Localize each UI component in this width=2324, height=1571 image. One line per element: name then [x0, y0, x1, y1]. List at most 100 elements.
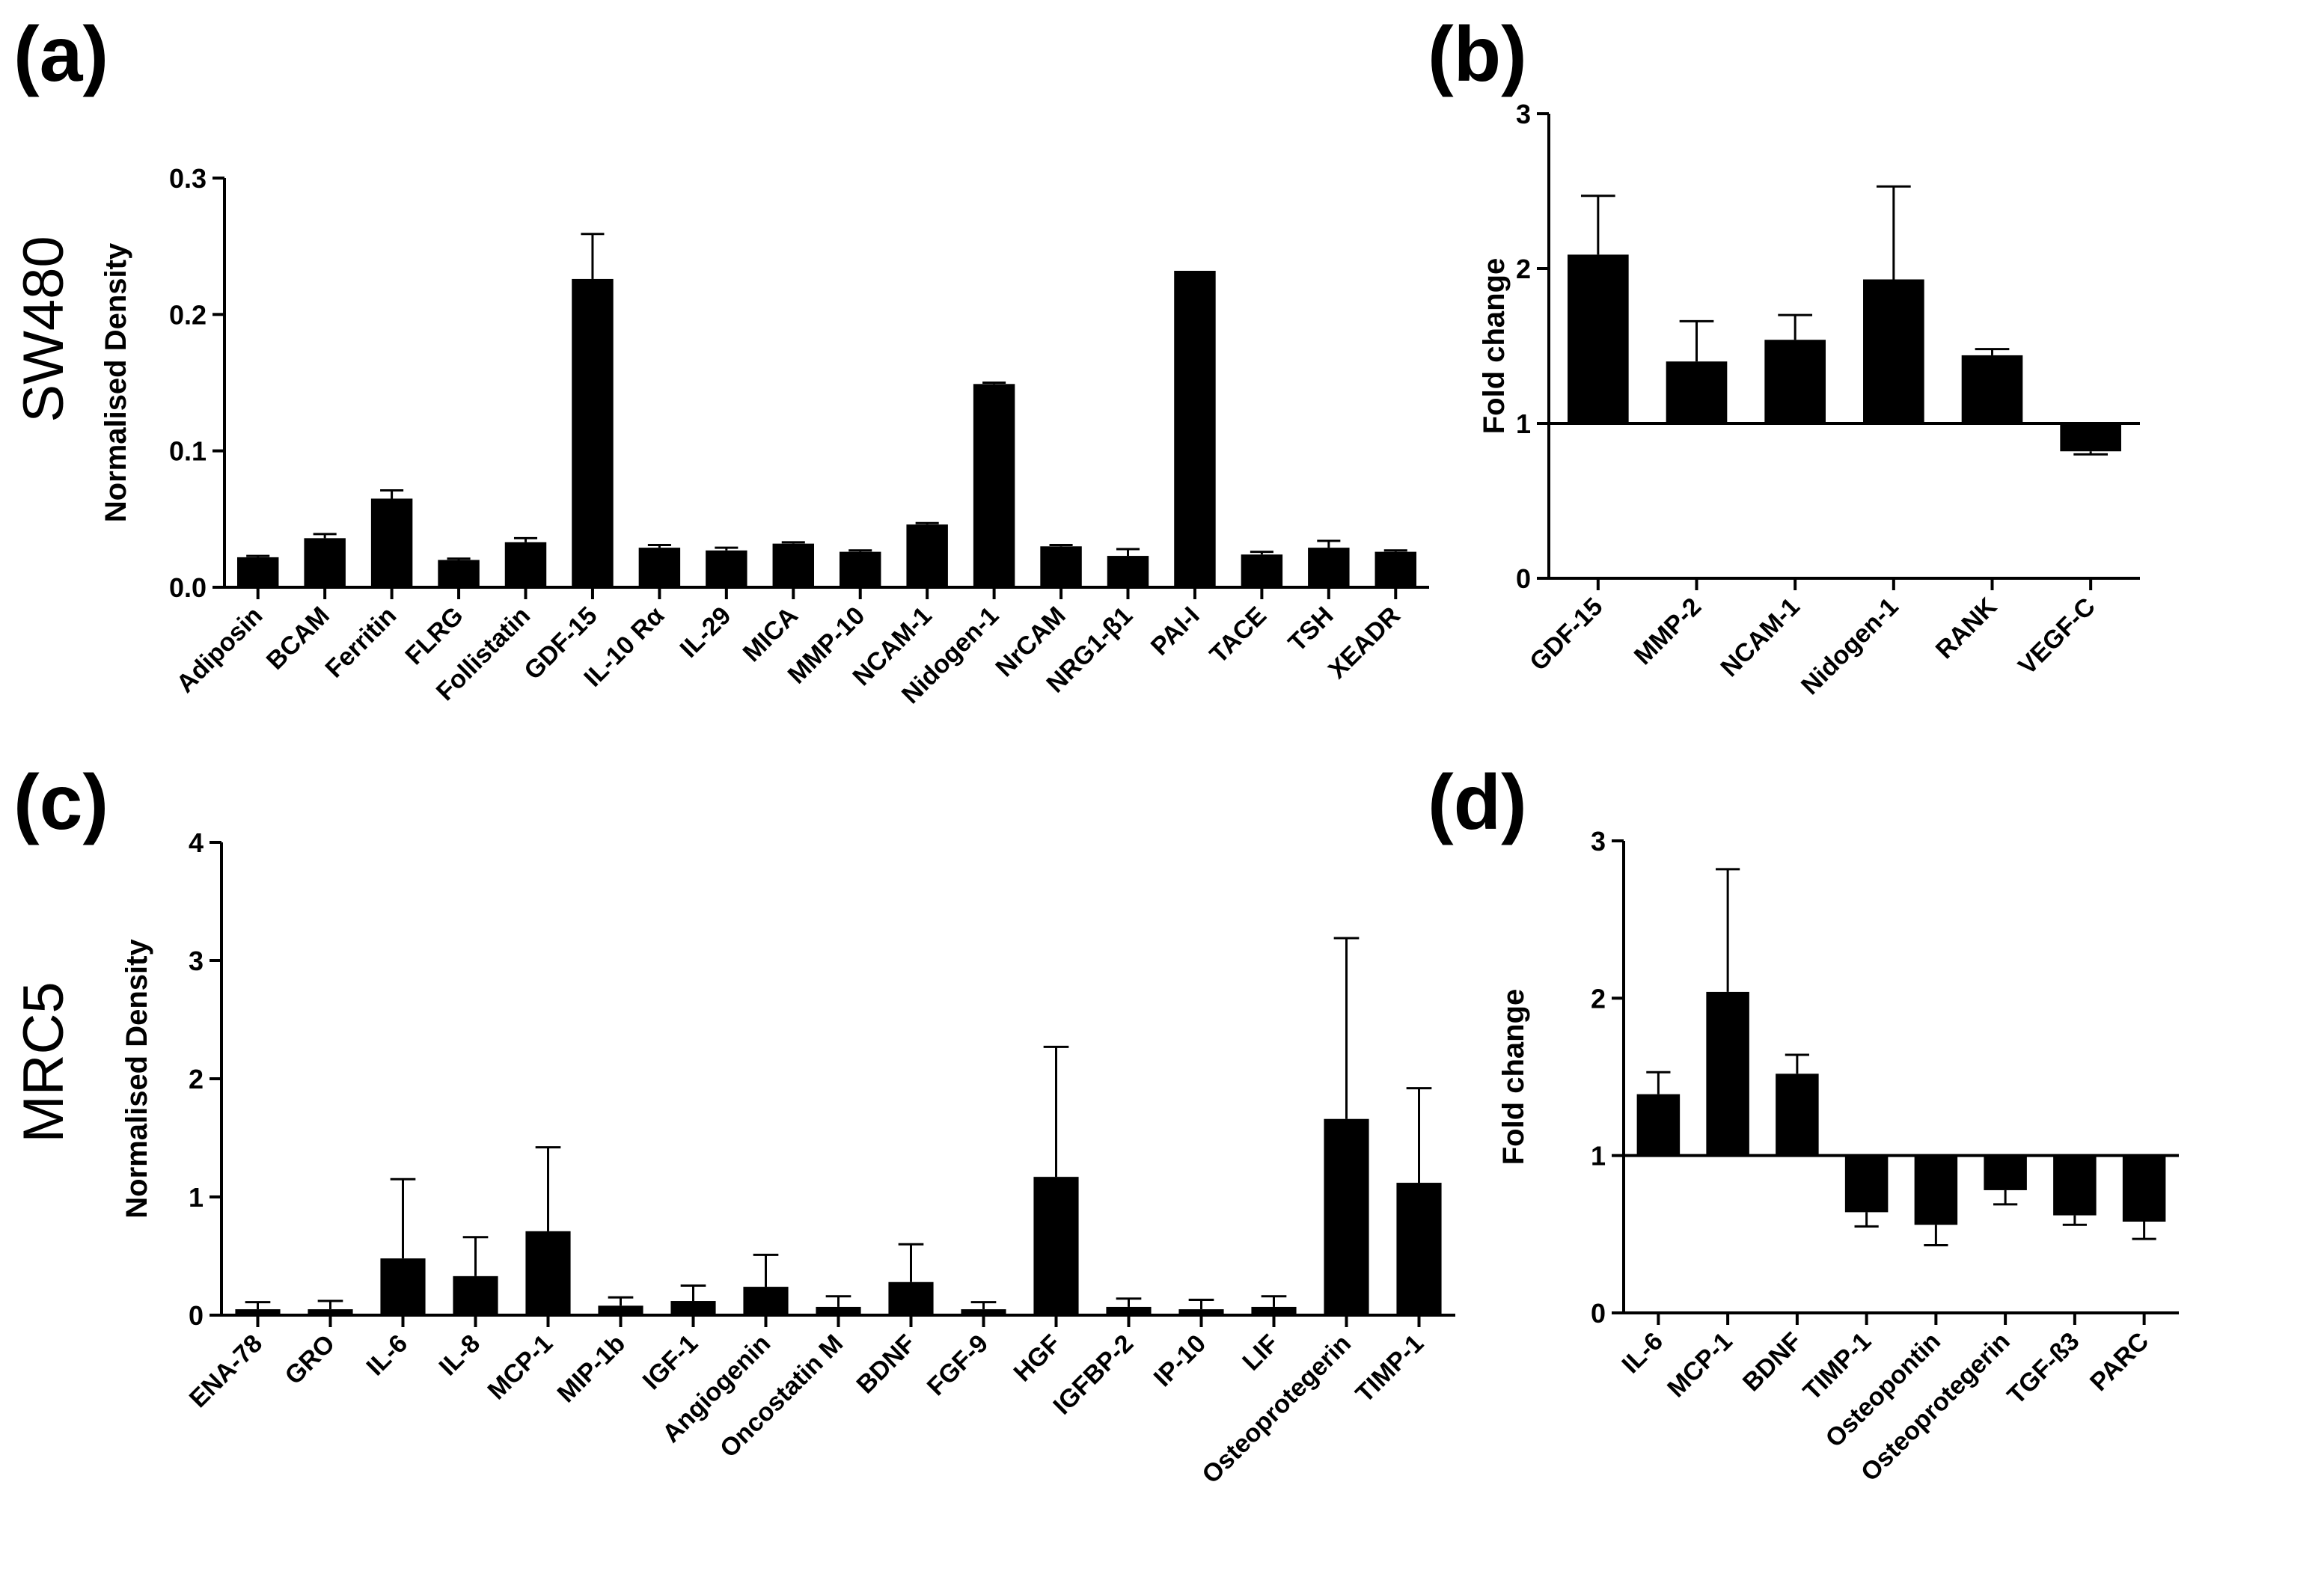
- x-tick-label: IL-6: [361, 1329, 414, 1382]
- panel-label-c: (c): [13, 759, 108, 846]
- bar-d: [1844, 1155, 1889, 1213]
- x-tick-label: TACE: [1205, 601, 1273, 670]
- bar-c: [743, 1287, 789, 1315]
- bar-a: [572, 278, 614, 587]
- x-tick-label: RANK: [1930, 592, 2003, 664]
- panel-label-b: (b): [1428, 11, 1527, 98]
- chart-panel-a: (a) Normalised Density 0.0 0.1 0.2 0.3 Adiposi…: [13, 11, 1429, 709]
- bar-c: [308, 1309, 353, 1315]
- bar-c: [598, 1305, 643, 1315]
- bar-c: [453, 1276, 498, 1315]
- bar-d: [1914, 1155, 1958, 1225]
- y-tick-label: 0.3: [169, 163, 207, 194]
- bar-a: [370, 498, 413, 587]
- x-tick-label: GDF-15: [1524, 592, 1608, 676]
- bar-b: [1764, 340, 1826, 423]
- panel-label-d: (d): [1428, 759, 1527, 846]
- y-tick-label: 1: [1591, 1141, 1606, 1172]
- y-tick-label: 0: [189, 1300, 204, 1331]
- y-tick-label: 1: [1516, 408, 1531, 439]
- x-tick-label: IL-6: [1616, 1327, 1669, 1379]
- y-axis-label-a: Normalised Density: [100, 242, 132, 522]
- bar-c: [1396, 1183, 1442, 1315]
- bar-c: [1324, 1118, 1369, 1315]
- bar-b: [2060, 423, 2121, 452]
- x-tick-label: IGF-1: [637, 1329, 703, 1395]
- bar-c: [816, 1306, 861, 1315]
- row-label-sw480: SW480: [12, 236, 76, 422]
- x-tick-label: IL-8: [434, 1329, 486, 1382]
- x-tick-label: TGF-ß3: [2002, 1327, 2085, 1410]
- x-tick-label: FGF-9: [922, 1329, 994, 1401]
- bar-a: [1241, 554, 1283, 587]
- x-tick-label: TSH: [1283, 601, 1339, 658]
- bar-c: [235, 1309, 281, 1315]
- bar-c: [1251, 1306, 1297, 1315]
- y-axis-label-b: Fold change: [1478, 258, 1511, 435]
- row-label-mrc5: MRC5: [12, 982, 76, 1142]
- y-tick-label: 1: [189, 1182, 204, 1213]
- bar-c: [380, 1258, 426, 1315]
- y-axis-label-c: Normalised Density: [120, 939, 153, 1219]
- chart-panel-b: (b) Fold change 0 1 2 3 GDF-15 MMP-2 NCAM-1Nidog…: [1428, 11, 2140, 700]
- y-tick-label: 3: [1591, 826, 1606, 857]
- bar-c: [1178, 1309, 1224, 1315]
- bar-a: [1174, 270, 1216, 587]
- y-tick-label: 0.0: [169, 572, 207, 603]
- bar-c: [888, 1281, 934, 1315]
- x-tick-label: TIMP-1: [1350, 1329, 1429, 1409]
- bar-a: [304, 538, 346, 587]
- x-tick-label: VEGF-C: [2013, 592, 2101, 681]
- bar-a: [839, 551, 881, 587]
- x-tick-label: IGFBP-2: [1048, 1329, 1139, 1421]
- bar-d: [1636, 1094, 1681, 1156]
- y-tick-label: 2: [189, 1064, 204, 1094]
- bar-a: [1107, 556, 1149, 587]
- bar-b: [1568, 254, 1629, 423]
- x-tick-label: BDNF: [1737, 1327, 1808, 1397]
- bar-b: [1863, 279, 1924, 423]
- x-tick-label: MCP-1: [1662, 1327, 1738, 1403]
- x-tick-label: IL-29: [675, 601, 737, 664]
- bar-d: [1776, 1074, 1819, 1156]
- bar-b: [1666, 361, 1728, 423]
- y-tick-label: 0.2: [169, 299, 207, 330]
- y-tick-label: 0.1: [169, 436, 207, 467]
- bar-a: [1308, 548, 1350, 587]
- y-tick-label: 4: [189, 827, 204, 858]
- x-tick-label: PAI-I: [1146, 601, 1205, 661]
- y-tick-label: 2: [1516, 254, 1531, 284]
- bar-d: [1706, 991, 1749, 1156]
- x-tick-label: Ferritin: [320, 601, 403, 684]
- bar-c: [1106, 1306, 1152, 1315]
- bar-d: [1984, 1155, 2027, 1190]
- bar-c: [1033, 1177, 1079, 1315]
- bar-a: [504, 542, 547, 587]
- chart-panel-c: (c) Normalised Density 0 1 2 3 4 ENA-78 GRO IL-6 I…: [13, 759, 1455, 1489]
- x-tick-label: Nidogen-1: [1796, 592, 1903, 700]
- x-tick-label: Oncostatin M: [715, 1329, 848, 1463]
- bar-a: [236, 557, 279, 587]
- x-tick-label: Adiposin: [171, 601, 269, 699]
- bar-c: [525, 1231, 571, 1315]
- bar-b: [1961, 355, 2023, 423]
- bar-a: [1040, 546, 1082, 587]
- x-tick-label: XEADR: [1323, 601, 1406, 685]
- bar-c: [670, 1301, 716, 1315]
- y-tick-label: 0: [1516, 563, 1531, 594]
- bar-c: [961, 1309, 1006, 1315]
- bar-a: [772, 543, 815, 587]
- bar-a: [1374, 551, 1417, 587]
- bar-d: [2053, 1155, 2097, 1216]
- x-tick-label: PARC: [2085, 1327, 2154, 1397]
- bar-a: [438, 560, 480, 587]
- y-tick-label: 3: [189, 946, 204, 976]
- y-tick-label: 0: [1591, 1298, 1606, 1329]
- y-tick-label: 3: [1516, 99, 1531, 129]
- x-tick-label: LIF: [1237, 1329, 1284, 1376]
- x-tick-label: MIP-1b: [551, 1329, 631, 1409]
- bar-a: [906, 524, 948, 587]
- x-tick-label: NCAM-1: [1715, 592, 1805, 682]
